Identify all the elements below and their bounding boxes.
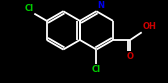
Text: N: N bbox=[97, 1, 104, 10]
Text: OH: OH bbox=[143, 22, 157, 31]
Text: Cl: Cl bbox=[24, 4, 33, 13]
Text: Cl: Cl bbox=[92, 65, 101, 74]
Text: O: O bbox=[127, 52, 134, 61]
